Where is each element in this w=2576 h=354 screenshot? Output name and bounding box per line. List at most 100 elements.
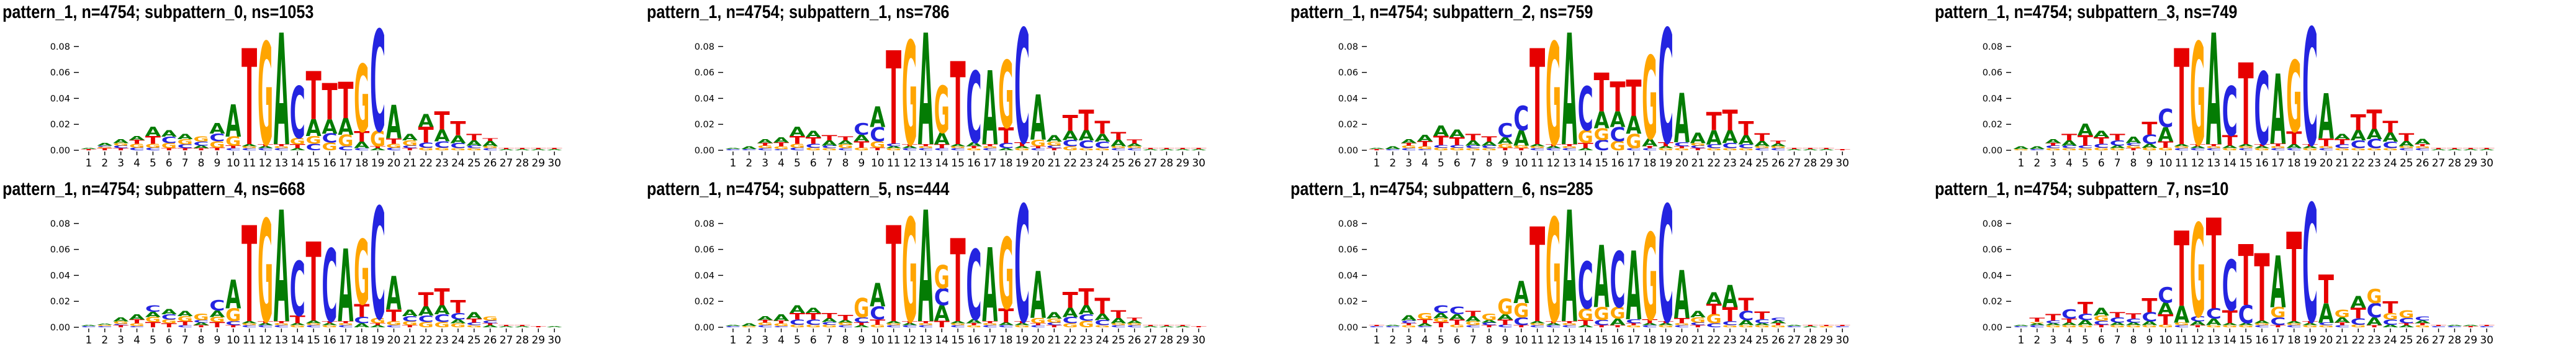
logo-letter-T: T — [1046, 325, 1061, 328]
logo-letter-G: G — [209, 315, 225, 324]
logo-letter-C: C — [1658, 177, 1673, 354]
logo-letter-A: A — [145, 125, 161, 139]
logo-letter-G: G — [2334, 307, 2349, 320]
logo-letter-T: T — [370, 145, 385, 148]
logo-letter-A: A — [482, 140, 498, 148]
x-tick-label: 24 — [1739, 157, 1753, 170]
logo-letter-G: G — [2366, 148, 2382, 151]
logo-letter-C: C — [1417, 325, 1433, 327]
y-tick-label: 0.08 — [1982, 219, 2002, 229]
logo-letter-C: C — [209, 297, 225, 314]
x-tick-label: 25 — [467, 157, 481, 170]
logo-letter-T: T — [1078, 104, 1094, 137]
logo-letter-A: A — [917, 3, 933, 177]
x-tick-label: 10 — [1515, 157, 1528, 170]
logo-letter-G: G — [274, 322, 289, 325]
logo-letter-T: T — [274, 143, 289, 147]
logo-letter-T: T — [418, 289, 434, 312]
x-tick-label: 9 — [214, 157, 220, 170]
logo-letter-T: T — [1690, 148, 1706, 151]
x-tick-label: 15 — [2239, 334, 2253, 347]
logo-letter-T: T — [2061, 132, 2077, 143]
logo-letter-C: C — [2125, 142, 2141, 147]
logo-letter-T: T — [1835, 148, 1850, 150]
x-tick-label: 14 — [2223, 334, 2236, 347]
logo-letter-A: A — [1385, 324, 1400, 326]
logo-letter-G: G — [2174, 322, 2189, 326]
logo-letter-C: C — [1062, 315, 1078, 326]
logo-letter-T: T — [1626, 322, 1641, 325]
x-tick-label: 19 — [1015, 334, 1029, 347]
logo-letter-A: A — [1110, 138, 1126, 148]
logo-letter-G: G — [113, 320, 128, 325]
logo-letter-G: G — [1110, 322, 1126, 325]
logo-letter-C: C — [1674, 141, 1690, 147]
logo-plot-subpattern_1: pattern_1, n=4754; subpattern_1, ns=786 0… — [644, 0, 1288, 177]
logo-letter-T: T — [145, 134, 161, 147]
logo-letter-C: C — [725, 325, 741, 327]
logo-letter-C: C — [1369, 325, 1384, 327]
logo-letter-C: C — [1658, 0, 1673, 177]
logo-letter-T: T — [1062, 288, 1078, 313]
logo-letter-C: C — [789, 147, 804, 152]
logo-letter-T: T — [2093, 324, 2109, 329]
plot-title: pattern_1, n=4754; subpattern_2, ns=759 — [1290, 2, 1593, 22]
logo-letter-C: C — [2109, 139, 2125, 147]
logo-letter-T: T — [917, 320, 933, 324]
logo-letter-G: G — [290, 325, 305, 328]
logo-letter-C: C — [821, 321, 837, 325]
logo-letter-C: C — [2238, 148, 2253, 151]
logo-letter-G: G — [2254, 148, 2269, 151]
logo-letter-C: C — [1401, 320, 1416, 324]
y-tick-label: 0.06 — [50, 68, 70, 78]
logo-letter-C: C — [2045, 145, 2061, 149]
logo-letter-A: A — [725, 147, 741, 149]
logo-letter-A: A — [2158, 299, 2173, 318]
logo-letter-C: C — [2318, 148, 2333, 151]
x-tick-label: 8 — [842, 157, 849, 170]
logo-letter-A: A — [1529, 320, 1545, 324]
logo-letter-T: T — [1094, 294, 1110, 319]
logo-letter-G: G — [870, 140, 885, 150]
logo-letter-C: C — [466, 322, 482, 326]
logo-letter-G: G — [338, 132, 353, 150]
logo-letter-G: G — [1094, 148, 1110, 151]
x-tick-label: 26 — [2415, 334, 2429, 347]
logo-letter-A: A — [515, 325, 530, 327]
logo-letter-A: A — [741, 146, 757, 150]
x-tick-label: 13 — [275, 157, 289, 170]
logo-letter-T: T — [1014, 320, 1030, 324]
logo-letter-C: C — [1578, 249, 1593, 324]
logo-letter-A: A — [966, 141, 981, 147]
plot-title: pattern_1, n=4754; subpattern_3, ns=749 — [1934, 2, 2237, 22]
x-tick-label: 14 — [1578, 334, 1592, 347]
logo-letter-C: C — [418, 141, 434, 149]
logo-letter-T: T — [2029, 317, 2045, 323]
logo-letter-C: C — [2061, 307, 2077, 322]
logo-letter-C: C — [901, 325, 917, 328]
logo-letter-C: C — [1529, 148, 1545, 151]
logo-letter-C: C — [1046, 145, 1061, 149]
y-tick-label: 0.06 — [694, 245, 714, 255]
logo-letter-T: T — [2141, 119, 2157, 139]
logo-letter-G: G — [934, 73, 949, 148]
logo-letter-C: C — [2398, 317, 2414, 325]
logo-letter-T: T — [2125, 148, 2141, 151]
x-tick-label: 7 — [182, 334, 189, 347]
logo-letter-G: G — [1014, 325, 1030, 328]
logo-letter-T: T — [2270, 325, 2286, 328]
logo-letter-G: G — [1642, 33, 1657, 166]
x-tick-label: 1 — [1374, 334, 1380, 347]
x-tick-label: 10 — [227, 157, 240, 170]
logo-letter-A: A — [498, 325, 514, 327]
logo-letter-G: G — [482, 315, 498, 322]
x-tick-label: 7 — [2114, 157, 2120, 170]
logo-letter-A: A — [1738, 133, 1754, 147]
logo-letter-C: C — [2350, 317, 2366, 327]
logo-letter-C: C — [1723, 142, 1738, 150]
logo-letter-G: G — [2029, 322, 2045, 324]
logo-letter-G: G — [2286, 322, 2302, 325]
x-tick-label: 13 — [919, 157, 932, 170]
logo-letter-A: A — [515, 148, 530, 150]
logo-letter-A: A — [2350, 127, 2366, 144]
